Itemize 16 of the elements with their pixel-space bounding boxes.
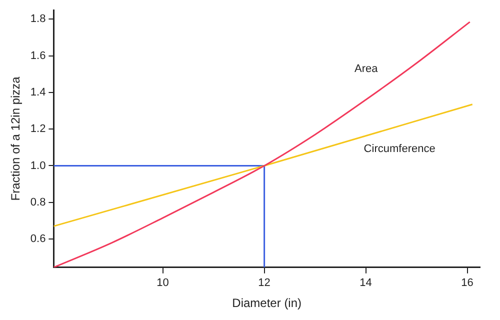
y-tick-label: 1.8 xyxy=(30,13,46,26)
series-label: Area xyxy=(354,62,379,75)
y-tick-label: 0.6 xyxy=(30,233,46,246)
x-tick-label: 16 xyxy=(461,277,474,290)
y-tick-label: 1.2 xyxy=(30,123,46,136)
x-tick-label: 14 xyxy=(360,277,372,290)
y-tick-label: 1.6 xyxy=(30,50,46,62)
y-tick-label: 0.8 xyxy=(30,196,46,208)
line-series xyxy=(54,21,471,268)
series-label: Circumference xyxy=(364,142,436,155)
x-tick-label: 12 xyxy=(258,277,270,290)
y-tick-label: 1.4 xyxy=(30,86,46,98)
x-tick-label: 10 xyxy=(156,277,169,290)
y-tick-label: 1.0 xyxy=(30,160,46,172)
y-axis-title: Fraction of a 12in pizza xyxy=(8,76,23,201)
x-axis-title: Diameter (in) xyxy=(232,296,302,310)
